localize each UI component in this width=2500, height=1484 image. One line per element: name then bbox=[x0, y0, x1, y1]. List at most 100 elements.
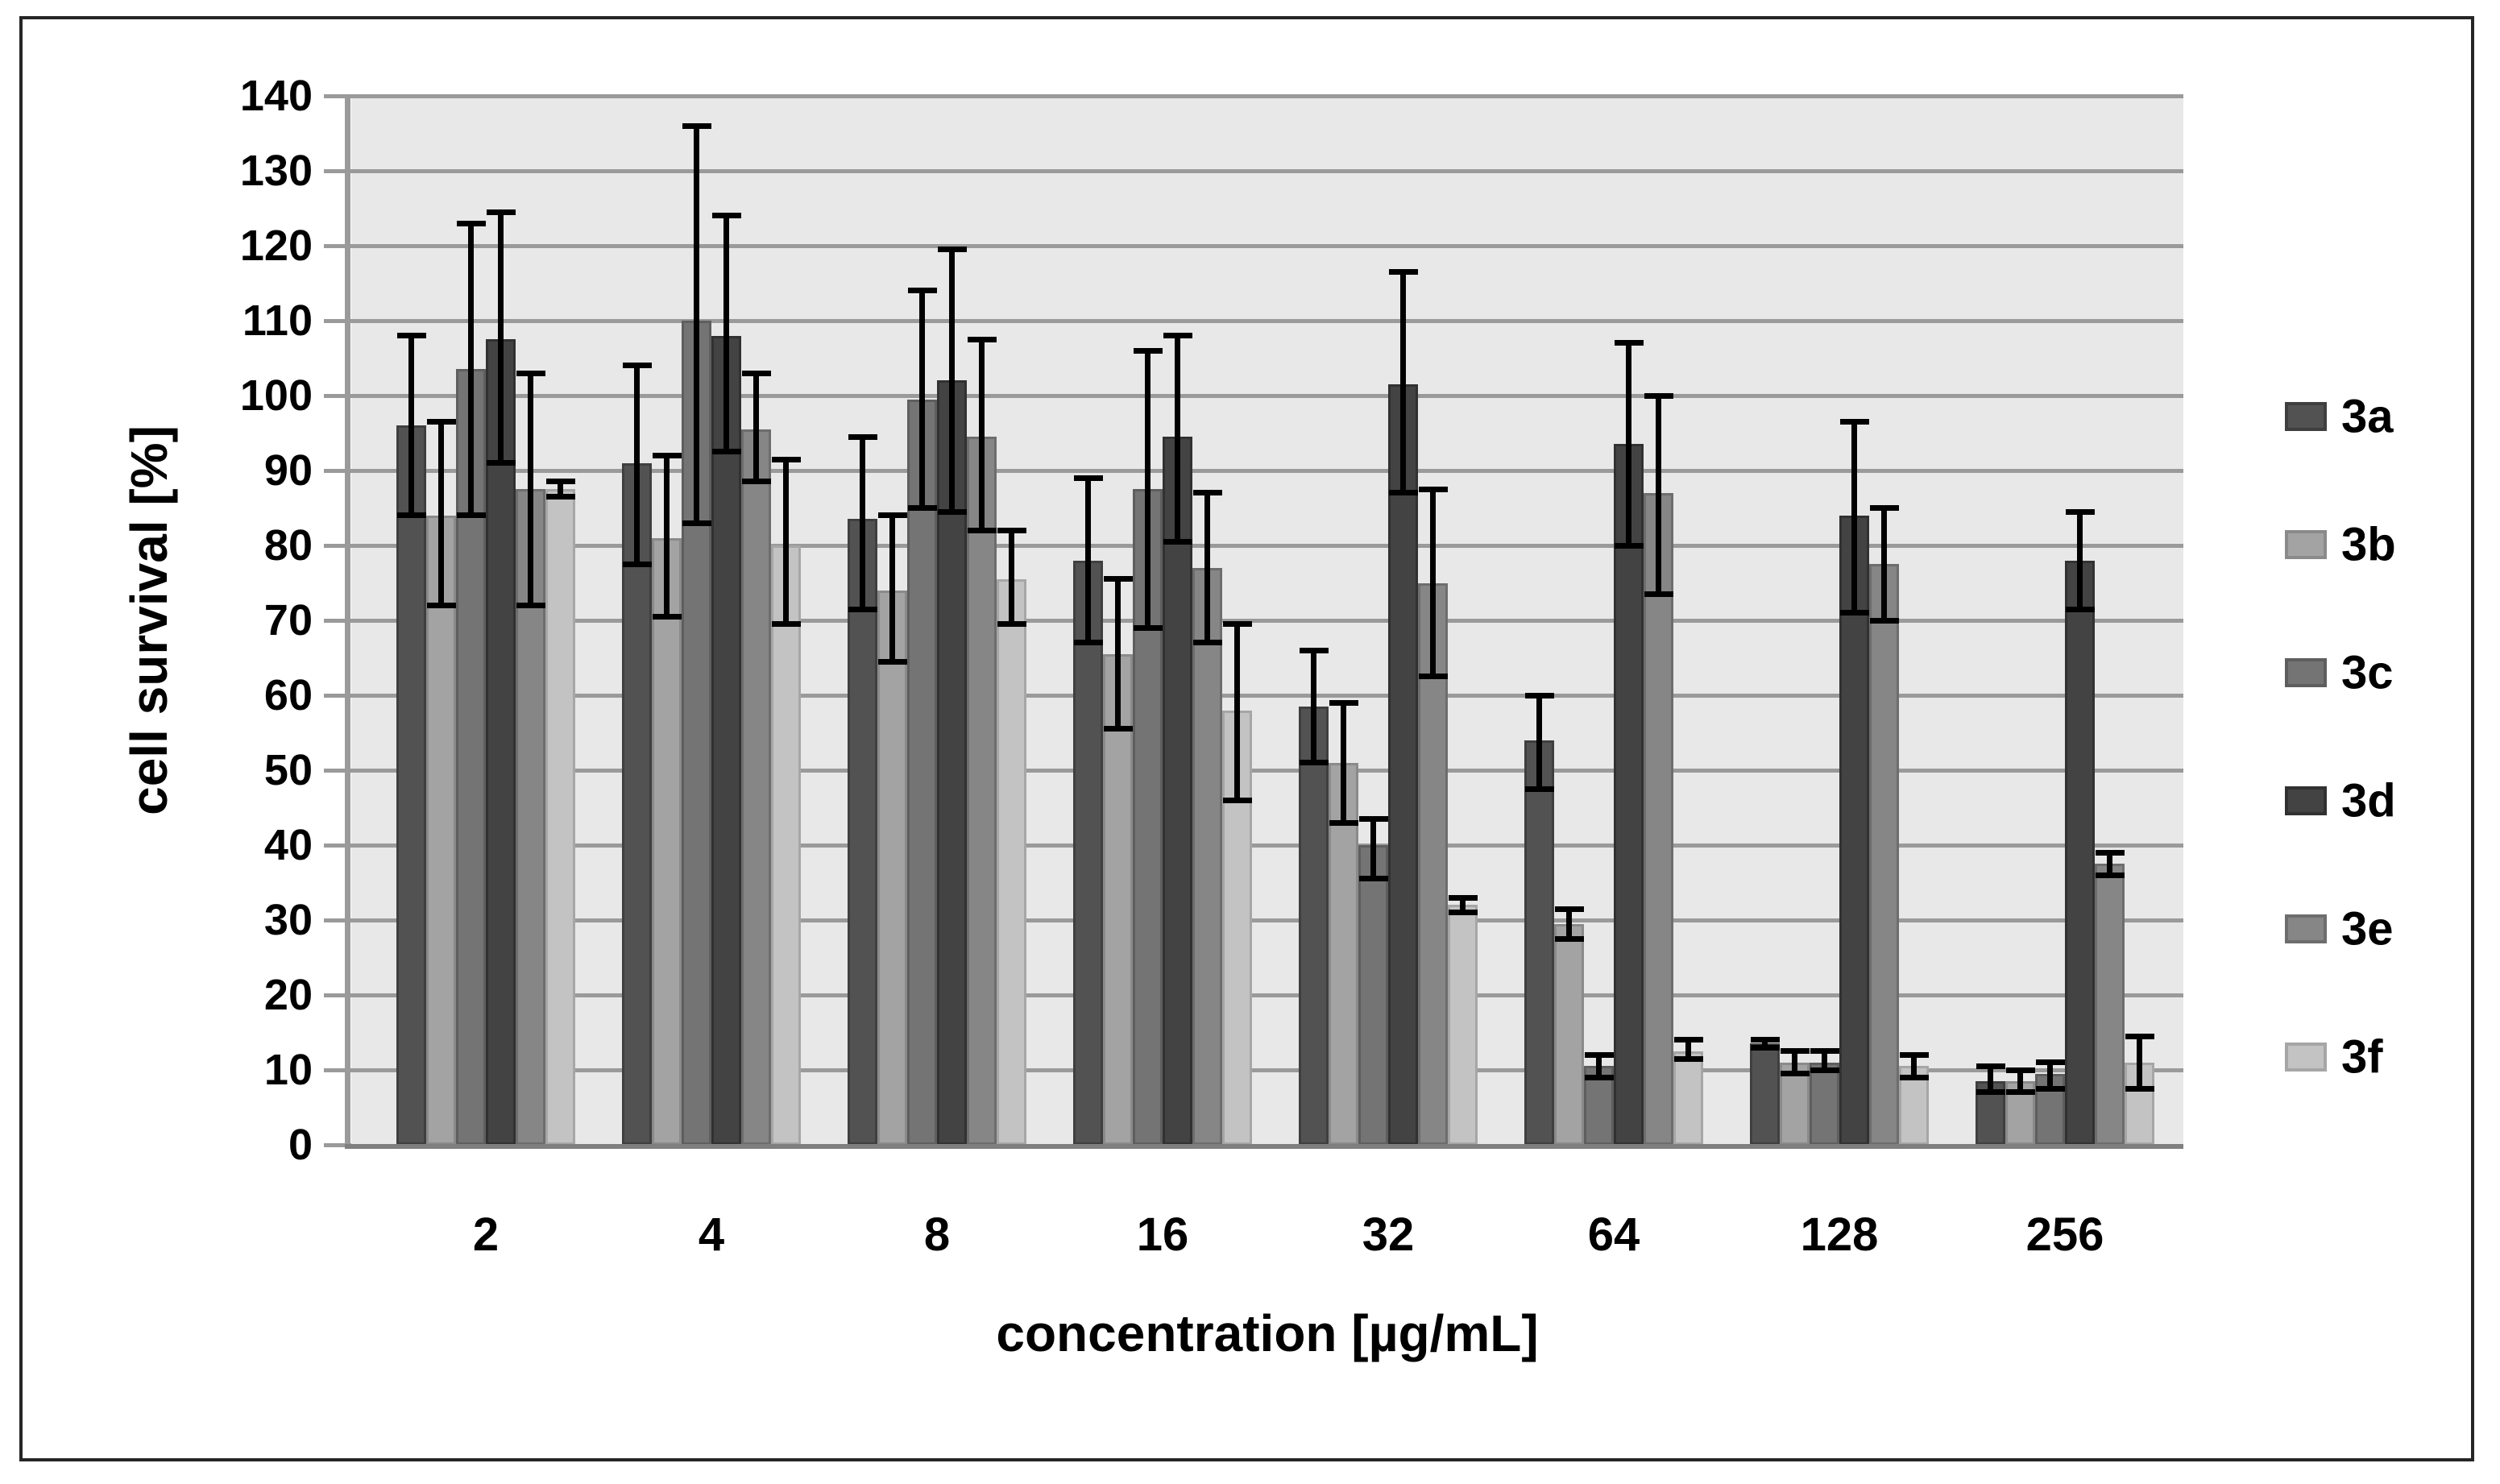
error-cap-bottom-3e-128 bbox=[1869, 617, 1899, 624]
bar-3b-4 bbox=[652, 537, 682, 1145]
legend-swatch-3f bbox=[2285, 1043, 2327, 1072]
error-bar-3e-64 bbox=[1656, 396, 1661, 595]
error-bar-3a-128 bbox=[1762, 1039, 1768, 1048]
bar-3c-2 bbox=[456, 369, 486, 1145]
error-cap-bottom-3c-64 bbox=[1584, 1074, 1614, 1080]
error-bar-3f-4 bbox=[783, 459, 789, 624]
error-bar-3c-128 bbox=[1822, 1051, 1827, 1070]
error-cap-top-3a-32 bbox=[1299, 647, 1329, 653]
gridline-120 bbox=[351, 243, 2183, 248]
error-bar-3b-2 bbox=[438, 421, 444, 606]
error-cap-top-3c-128 bbox=[1810, 1048, 1839, 1055]
error-cap-bottom-3a-4 bbox=[622, 561, 652, 567]
error-cap-bottom-3f-2 bbox=[545, 494, 575, 500]
y-tick-label-110: 110 bbox=[242, 296, 313, 345]
error-cap-top-3d-4 bbox=[711, 213, 741, 219]
error-bar-3e-2 bbox=[528, 373, 533, 606]
legend-label-3e: 3e bbox=[2341, 902, 2394, 955]
bar-3f-4 bbox=[771, 545, 801, 1145]
error-bar-3b-4 bbox=[664, 455, 670, 617]
x-axis-line bbox=[345, 1144, 2183, 1149]
error-cap-top-3f-64 bbox=[1673, 1037, 1703, 1043]
bar-3b-16 bbox=[1103, 653, 1133, 1145]
error-cap-top-3f-32 bbox=[1448, 894, 1478, 901]
error-cap-top-3d-16 bbox=[1163, 333, 1192, 339]
error-cap-top-3a-16 bbox=[1073, 475, 1103, 481]
bar-3d-4 bbox=[711, 335, 741, 1145]
y-tick-130 bbox=[324, 168, 351, 173]
legend-swatch-3a bbox=[2285, 402, 2327, 431]
error-cap-top-3b-64 bbox=[1554, 906, 1584, 912]
bar-3b-8 bbox=[877, 590, 907, 1145]
error-cap-top-3e-64 bbox=[1644, 392, 1673, 399]
error-cap-bottom-3e-16 bbox=[1192, 640, 1222, 646]
error-cap-top-3b-2 bbox=[426, 419, 456, 425]
error-cap-bottom-3e-2 bbox=[516, 602, 545, 608]
error-cap-top-3a-2 bbox=[396, 333, 426, 339]
error-cap-bottom-3b-4 bbox=[652, 613, 682, 620]
gridline-80 bbox=[351, 543, 2183, 548]
y-axis-line bbox=[345, 96, 350, 1148]
error-bar-3a-16 bbox=[1085, 478, 1091, 643]
error-cap-top-3c-8 bbox=[907, 288, 937, 294]
legend-swatch-3b bbox=[2285, 530, 2327, 559]
y-tick-120 bbox=[324, 243, 351, 248]
error-cap-top-3f-2 bbox=[545, 479, 575, 485]
bar-3c-32 bbox=[1358, 845, 1388, 1145]
error-cap-top-3d-8 bbox=[937, 247, 967, 253]
error-cap-top-3b-8 bbox=[877, 512, 907, 519]
error-bar-3d-4 bbox=[723, 215, 729, 452]
bar-3b-2 bbox=[426, 515, 456, 1145]
x-tick-label-64: 64 bbox=[1587, 1208, 1640, 1261]
y-tick-10 bbox=[324, 1067, 351, 1072]
error-cap-top-3f-4 bbox=[771, 456, 801, 462]
gridline-70 bbox=[351, 618, 2183, 623]
bar-3e-8 bbox=[967, 437, 997, 1145]
error-cap-top-3e-128 bbox=[1869, 505, 1899, 511]
error-cap-bottom-3b-2 bbox=[426, 602, 456, 608]
gridline-30 bbox=[351, 918, 2183, 922]
error-bar-3e-4 bbox=[753, 373, 759, 482]
bar-3a-16 bbox=[1073, 560, 1103, 1145]
y-tick-label-0: 0 bbox=[288, 1121, 313, 1169]
error-cap-bottom-3b-32 bbox=[1329, 819, 1358, 826]
x-tick-label-4: 4 bbox=[698, 1208, 725, 1261]
bar-3a-8 bbox=[848, 519, 877, 1145]
error-bar-3b-8 bbox=[889, 515, 895, 662]
x-tick-label-16: 16 bbox=[1136, 1208, 1189, 1261]
error-bar-3b-16 bbox=[1115, 578, 1121, 729]
error-bar-3b-128 bbox=[1792, 1051, 1797, 1074]
error-cap-top-3c-64 bbox=[1584, 1051, 1614, 1058]
gridline-10 bbox=[351, 1067, 2183, 1072]
x-axis-title: concentration [µg/mL] bbox=[996, 1304, 1539, 1362]
bar-3a-128 bbox=[1750, 1043, 1780, 1145]
bar-3c-8 bbox=[907, 399, 937, 1145]
error-cap-top-3c-32 bbox=[1358, 815, 1388, 822]
error-cap-bottom-3e-8 bbox=[967, 527, 997, 533]
error-cap-top-3b-256 bbox=[2005, 1067, 2035, 1073]
error-bar-3a-256 bbox=[1988, 1066, 1993, 1092]
y-tick-20 bbox=[324, 993, 351, 997]
error-cap-bottom-3d-2 bbox=[486, 460, 516, 466]
error-bar-3d-64 bbox=[1626, 342, 1631, 545]
error-cap-bottom-3a-64 bbox=[1524, 786, 1554, 792]
error-cap-bottom-3d-16 bbox=[1163, 538, 1192, 545]
error-bar-3f-256 bbox=[2137, 1036, 2142, 1089]
gridline-100 bbox=[351, 393, 2183, 398]
gridline-20 bbox=[351, 993, 2183, 997]
error-cap-bottom-3b-128 bbox=[1780, 1071, 1810, 1077]
error-cap-top-3a-128 bbox=[1750, 1037, 1780, 1043]
error-bar-3f-2 bbox=[558, 481, 563, 497]
error-bar-3c-256 bbox=[2047, 1062, 2053, 1089]
error-bar-3c-64 bbox=[1596, 1055, 1602, 1078]
y-tick-label-60: 60 bbox=[263, 671, 313, 719]
bar-3d-8 bbox=[937, 380, 967, 1145]
error-cap-bottom-3a-2 bbox=[396, 512, 426, 519]
error-cap-top-3e-4 bbox=[741, 370, 771, 376]
error-cap-top-3a-8 bbox=[848, 433, 877, 440]
bar-3d-128 bbox=[1839, 515, 1869, 1145]
legend-label-3c: 3c bbox=[2341, 646, 2394, 699]
error-cap-top-3d-2 bbox=[486, 209, 516, 215]
error-bar-3f-8 bbox=[1009, 530, 1014, 624]
